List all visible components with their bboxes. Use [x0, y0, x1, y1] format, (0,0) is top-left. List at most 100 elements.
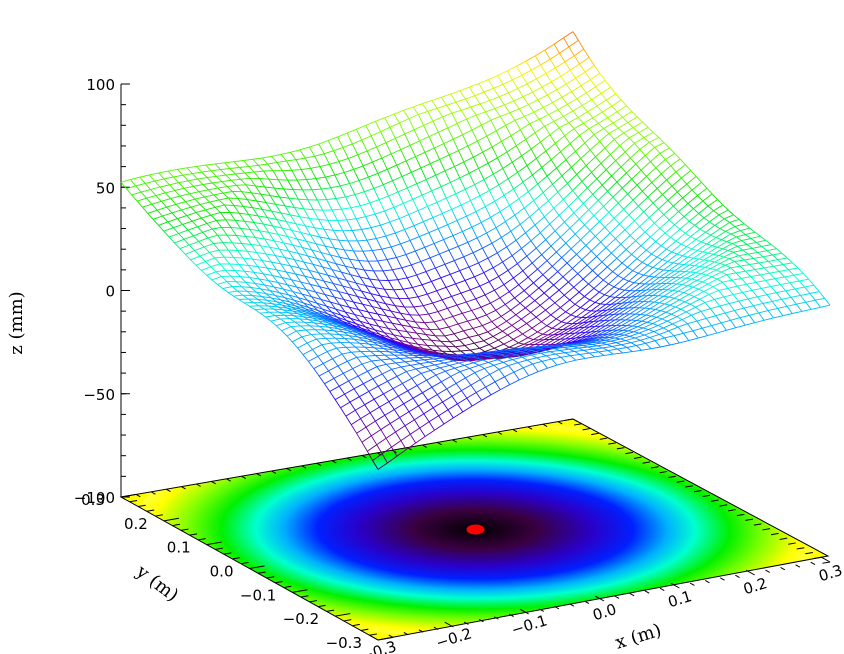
surface-line-y: [211, 279, 218, 285]
surface-line-y: [363, 340, 370, 345]
surface-line-y: [416, 385, 423, 393]
surface-line-x: [689, 213, 699, 222]
surface-line-y: [437, 311, 444, 320]
surface-line-y: [605, 169, 612, 177]
y-tick: [335, 613, 351, 617]
surface-line-x: [658, 200, 669, 210]
surface-line-y: [733, 251, 740, 257]
surface-line-x: [592, 310, 603, 318]
surface-line-y: [401, 176, 408, 189]
surface-line-y: [323, 323, 329, 328]
surface-line-y: [676, 316, 683, 320]
surface-line-y: [187, 180, 194, 187]
surface-line-y: [359, 396, 366, 405]
surface-line-x: [625, 290, 636, 298]
y-tick: [180, 528, 189, 531]
surface-line-y: [509, 205, 516, 216]
surface-line-y: [420, 349, 426, 353]
surface-line-x: [512, 155, 522, 163]
surface-line-x: [745, 269, 755, 272]
surface-line-y: [207, 237, 214, 244]
x-far-tick: [226, 478, 231, 482]
surface-line-y: [702, 200, 709, 207]
surface-line-x: [617, 325, 628, 331]
surface-line-x: [328, 136, 338, 142]
surface-line-y: [469, 289, 477, 300]
surface-line-x: [581, 310, 592, 318]
surface-line-x: [570, 332, 581, 339]
surface-line-y: [365, 426, 372, 437]
x-tick: [704, 579, 710, 584]
surface-line-x: [617, 347, 627, 350]
surface-line-y: [352, 301, 359, 310]
surface-line-y: [472, 252, 479, 264]
surface-line-y: [453, 260, 460, 271]
surface-line-y: [437, 356, 443, 359]
surface-line-y: [782, 264, 789, 271]
surface-line-x: [643, 202, 654, 213]
surface-line-x: [513, 96, 524, 102]
surface-line-y: [685, 232, 691, 237]
surface-line-x: [635, 231, 646, 242]
surface-line-y: [432, 120, 439, 133]
surface-line-x: [438, 224, 448, 230]
surface-line-y: [531, 327, 538, 333]
surface-line-y: [601, 184, 608, 192]
surface-line-y: [390, 153, 398, 166]
surface-line-y: [668, 219, 675, 226]
surface-line-x: [475, 206, 486, 212]
surface-line-y: [287, 179, 294, 190]
surface-line-y: [701, 181, 708, 189]
surface-line-y: [570, 355, 577, 361]
surface-line-x: [299, 267, 310, 271]
surface-line-y: [120, 182, 127, 189]
surface-line-x: [268, 280, 278, 284]
surface-line-y: [726, 274, 733, 281]
surface-line-x: [380, 358, 391, 361]
surface-line-x: [501, 230, 512, 238]
surface-line-y: [467, 242, 474, 253]
surface-line-y: [437, 228, 445, 240]
surface-line-y: [590, 330, 597, 333]
surface-line-x: [255, 237, 265, 240]
surface-line-y: [371, 435, 378, 445]
surface-line-x: [254, 170, 264, 173]
surface-line-x: [616, 297, 627, 305]
surface-line-x: [691, 241, 702, 250]
surface-line-x: [272, 225, 283, 229]
surface-line-x: [368, 172, 378, 178]
surface-line-y: [502, 84, 509, 94]
surface-line-x: [249, 228, 260, 232]
surface-line-x: [643, 267, 654, 276]
surface-line-y: [397, 329, 404, 338]
surface-line-y: [446, 388, 453, 397]
surface-line-y: [663, 214, 670, 221]
surface-line-y: [188, 244, 196, 251]
surface-line-x: [740, 264, 750, 267]
surface-line-x: [575, 332, 586, 339]
surface-line-x: [482, 321, 492, 327]
surface-line-x: [566, 337, 577, 344]
surface-line-x: [711, 322, 722, 327]
surface-line-y: [589, 230, 596, 237]
surface-line-x: [532, 167, 543, 176]
surface-line-y: [332, 325, 339, 330]
surface-line-x: [714, 296, 724, 300]
surface-line-x: [597, 190, 608, 201]
surface-line-y: [278, 292, 285, 298]
surface-line-x: [698, 335, 708, 339]
surface-line-y: [531, 354, 538, 359]
surface-line-x: [600, 232, 611, 243]
surface-line-y: [603, 128, 610, 134]
surface-line-y: [476, 318, 483, 326]
surface-line-y: [156, 209, 163, 217]
surface-line-x: [503, 359, 513, 363]
surface-line-x: [702, 245, 713, 253]
surface-line-y: [233, 161, 240, 168]
surface-line-y: [286, 160, 293, 171]
surface-line-x: [459, 172, 470, 179]
surface-line-y: [553, 346, 559, 349]
surface-line-y: [390, 310, 397, 319]
surface-line-y: [539, 348, 545, 351]
surface-line-y: [330, 301, 337, 310]
